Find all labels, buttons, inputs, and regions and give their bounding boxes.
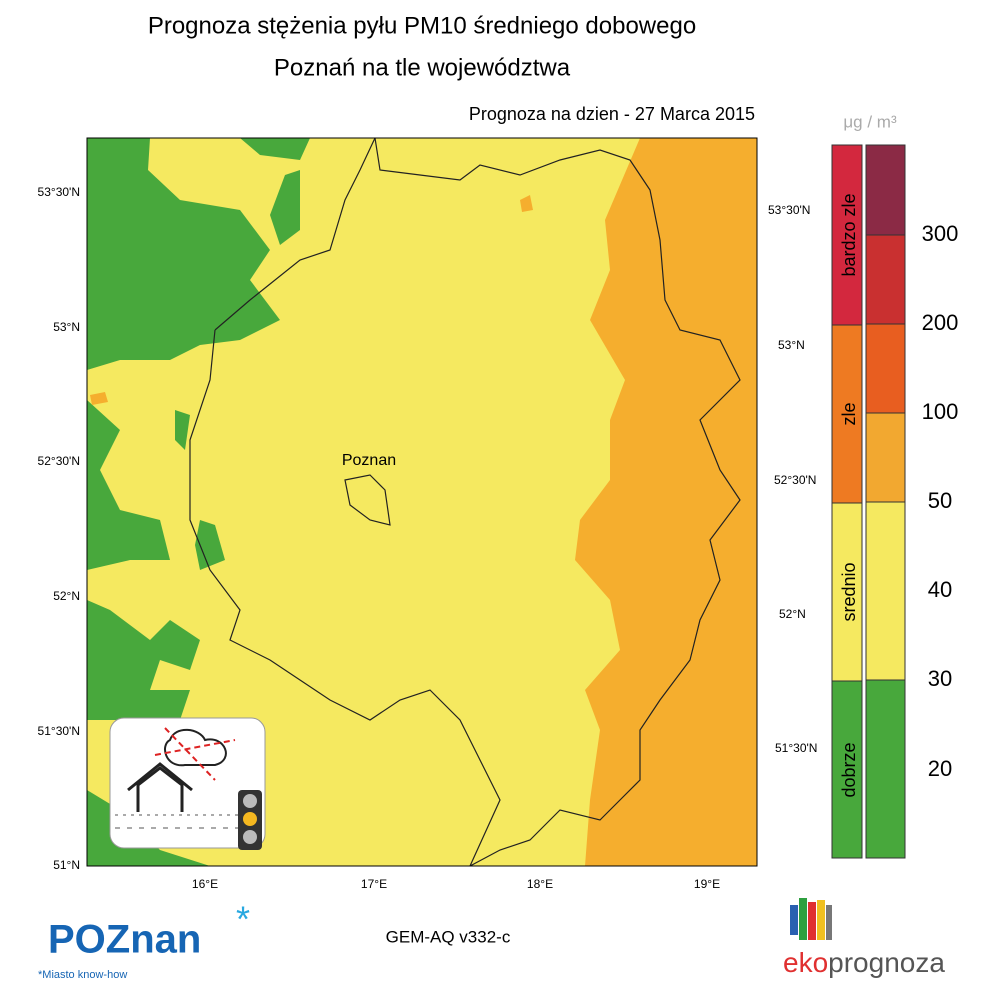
map-frame <box>86 137 758 867</box>
legend-band <box>865 679 906 859</box>
pollution-icon <box>109 717 266 850</box>
lon-label: 18°E <box>527 877 553 891</box>
legend-category: srednio <box>839 562 859 621</box>
legend-band <box>865 501 906 681</box>
legend-threshold: 100 <box>922 399 959 424</box>
legend-band <box>831 680 863 859</box>
poznan-logo: POZnan <box>48 918 201 962</box>
legend: bardzo zle zle srednio dobrze 300 200 10… <box>831 144 959 859</box>
poznan-tagline: *Miasto know-how <box>38 969 127 981</box>
lat-label: 53°N <box>53 320 80 334</box>
voivodeship-border <box>189 138 741 866</box>
legend-threshold: 20 <box>928 756 952 781</box>
legend-band <box>865 412 906 503</box>
lat-label: 52°N <box>53 589 80 603</box>
ekoprognoza-icon <box>790 898 832 940</box>
lon-label: 19°E <box>694 877 720 891</box>
logo-prognoza: prognoza <box>828 947 945 978</box>
zone-good <box>87 600 200 720</box>
legend-band <box>831 144 863 326</box>
title: Prognoza stężenia pyłu PM10 średniego do… <box>148 12 696 39</box>
legend-band <box>831 324 863 504</box>
legend-threshold: 40 <box>928 577 952 602</box>
legend-unit: μg / m³ <box>843 112 897 131</box>
zone-good <box>87 138 280 370</box>
legend-category: zle <box>839 402 859 425</box>
poznan-star: * <box>236 899 250 940</box>
lat-label: 51°30'N <box>775 741 817 755</box>
lon-label: 16°E <box>192 877 218 891</box>
subtitle: Poznań na tle województwa <box>274 54 571 81</box>
map: Poznan 53°30'N 53°N 52°30'N 52°N 51°30'N… <box>38 137 817 891</box>
zone-elevated <box>575 138 757 866</box>
lat-label: 52°30'N <box>774 473 816 487</box>
legend-threshold: 200 <box>922 310 959 335</box>
legend-category: bardzo zle <box>839 193 859 276</box>
lat-label: 51°N <box>53 858 80 872</box>
legend-category: dobrze <box>839 742 859 797</box>
lon-label: 17°E <box>361 877 387 891</box>
model-label: GEM-AQ v332-c <box>386 927 511 946</box>
lat-label: 53°30'N <box>768 203 810 217</box>
lat-label: 53°N <box>778 338 805 352</box>
zone-good <box>87 400 170 570</box>
legend-band <box>865 144 906 236</box>
zone-good <box>175 138 310 570</box>
legend-threshold: 300 <box>922 221 959 246</box>
forecast-date: Prognoza na dzien - 27 Marca 2015 <box>469 104 755 124</box>
lat-label: 52°N <box>779 607 806 621</box>
legend-band <box>865 323 906 414</box>
legend-threshold: 30 <box>928 666 952 691</box>
lat-label: 51°30'N <box>38 724 80 738</box>
lat-label: 53°30'N <box>38 185 80 199</box>
city-label: Poznan <box>342 452 396 469</box>
lat-label: 52°30'N <box>38 454 80 468</box>
legend-threshold: 50 <box>928 488 952 513</box>
legend-band <box>831 502 863 682</box>
ekoprognoza-logo: ekoprognoza <box>783 947 945 978</box>
city-border <box>344 474 391 526</box>
legend-band <box>865 234 906 325</box>
logo-eko: eko <box>783 947 828 978</box>
